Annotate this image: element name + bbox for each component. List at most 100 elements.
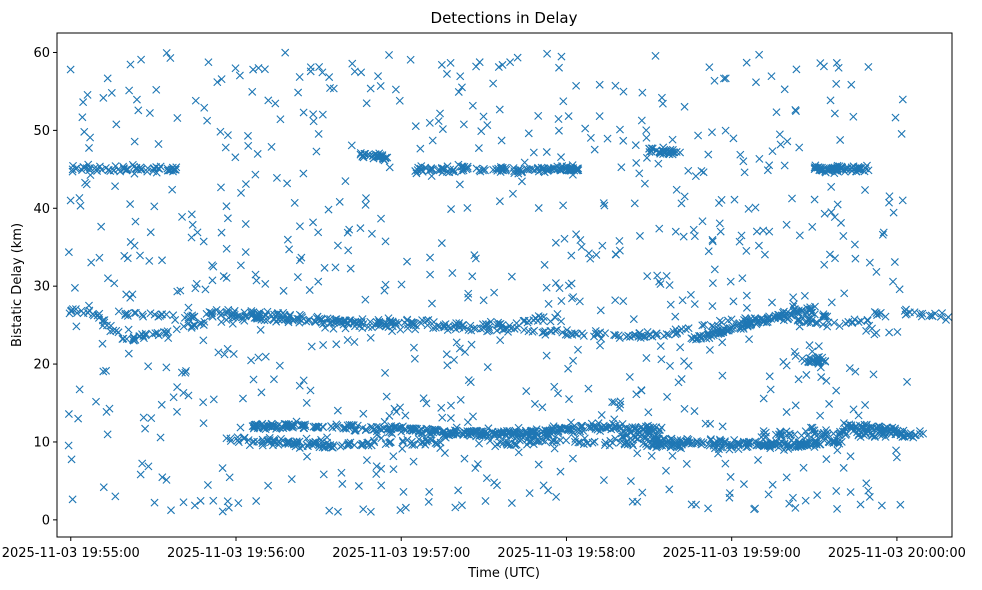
data-point bbox=[833, 446, 842, 455]
data-point bbox=[657, 423, 666, 432]
data-point bbox=[801, 427, 810, 436]
data-point bbox=[99, 483, 108, 492]
data-point bbox=[225, 473, 234, 482]
data-point bbox=[223, 308, 232, 317]
data-point bbox=[265, 436, 274, 445]
data-point bbox=[520, 325, 529, 334]
data-point bbox=[525, 489, 534, 498]
data-point bbox=[629, 441, 638, 450]
y-tick-label: 50 bbox=[33, 124, 50, 139]
data-point bbox=[666, 361, 674, 370]
data-point bbox=[446, 165, 455, 174]
data-point bbox=[835, 439, 844, 448]
data-point bbox=[577, 421, 586, 430]
data-point bbox=[377, 481, 386, 490]
data-point bbox=[145, 109, 154, 117]
data-point bbox=[836, 427, 844, 436]
data-point bbox=[66, 196, 75, 205]
data-point bbox=[375, 318, 384, 327]
data-point bbox=[611, 296, 620, 305]
data-point bbox=[787, 310, 796, 319]
data-point bbox=[879, 228, 888, 237]
data-point bbox=[656, 280, 665, 289]
data-point bbox=[333, 406, 342, 415]
data-point bbox=[808, 423, 817, 432]
data-point bbox=[630, 199, 639, 208]
data-point bbox=[508, 189, 517, 198]
data-point bbox=[794, 310, 803, 319]
data-point bbox=[455, 180, 464, 189]
data-point bbox=[813, 357, 822, 366]
data-point bbox=[709, 441, 718, 450]
data-point bbox=[333, 241, 342, 250]
data-point bbox=[512, 319, 521, 328]
data-point bbox=[754, 241, 763, 250]
data-point bbox=[459, 431, 468, 440]
data-point bbox=[542, 283, 551, 292]
data-point bbox=[325, 73, 334, 82]
data-point bbox=[865, 492, 874, 501]
data-point bbox=[704, 247, 713, 256]
data-point bbox=[686, 290, 695, 299]
data-point bbox=[120, 165, 129, 174]
data-point bbox=[655, 224, 664, 233]
data-point bbox=[555, 63, 564, 72]
data-point bbox=[760, 250, 769, 259]
data-point bbox=[752, 320, 761, 329]
data-point bbox=[522, 440, 531, 449]
data-point bbox=[324, 442, 333, 451]
data-point bbox=[539, 313, 548, 322]
data-point bbox=[674, 378, 683, 387]
data-point bbox=[752, 227, 761, 236]
data-point bbox=[635, 169, 644, 178]
data-point bbox=[325, 506, 334, 515]
data-point bbox=[482, 474, 491, 483]
data-point bbox=[356, 440, 365, 449]
data-point bbox=[335, 197, 344, 206]
data-point bbox=[354, 317, 362, 326]
data-point bbox=[109, 326, 118, 335]
data-point bbox=[690, 407, 699, 416]
data-point bbox=[524, 327, 533, 336]
data-point bbox=[792, 65, 801, 74]
data-point bbox=[684, 435, 693, 444]
data-point bbox=[559, 97, 568, 106]
data-point bbox=[372, 462, 381, 471]
data-point bbox=[475, 439, 484, 448]
data-point bbox=[833, 504, 842, 513]
data-point bbox=[888, 423, 897, 432]
data-point bbox=[222, 202, 231, 211]
data-point bbox=[775, 439, 784, 448]
data-point bbox=[918, 309, 927, 318]
data-point bbox=[534, 111, 543, 120]
data-point bbox=[910, 308, 919, 317]
data-point bbox=[450, 355, 459, 364]
data-point bbox=[158, 310, 167, 319]
data-point bbox=[464, 289, 473, 298]
data-point bbox=[381, 368, 390, 377]
data-point bbox=[369, 425, 378, 434]
data-point bbox=[833, 166, 842, 175]
data-point bbox=[459, 120, 468, 129]
data-point bbox=[245, 441, 254, 450]
data-point bbox=[680, 192, 689, 201]
data-point bbox=[653, 271, 662, 280]
data-point bbox=[622, 332, 631, 341]
data-point bbox=[572, 230, 581, 239]
data-point bbox=[439, 321, 448, 330]
data-point bbox=[463, 418, 472, 427]
data-point bbox=[839, 231, 848, 240]
data-point bbox=[230, 306, 239, 315]
data-point bbox=[608, 398, 617, 407]
data-point bbox=[549, 164, 558, 173]
data-point bbox=[810, 195, 819, 204]
data-point bbox=[338, 479, 347, 488]
data-point bbox=[845, 364, 854, 373]
data-point bbox=[64, 248, 73, 257]
data-point bbox=[594, 419, 603, 428]
data-point bbox=[111, 492, 120, 501]
data-point bbox=[249, 65, 258, 74]
data-point bbox=[552, 492, 561, 501]
data-point bbox=[97, 222, 106, 231]
data-point bbox=[662, 466, 670, 475]
